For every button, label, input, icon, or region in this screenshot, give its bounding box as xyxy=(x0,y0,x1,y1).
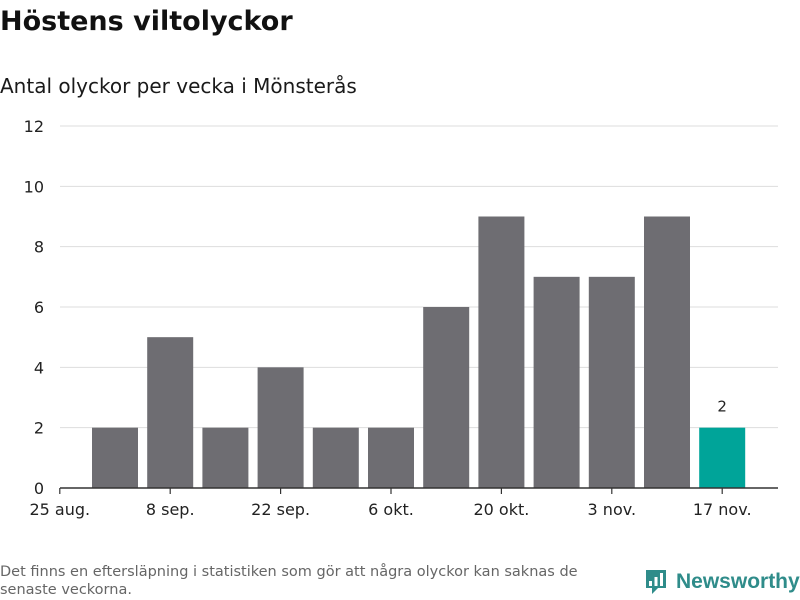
data-label: 2 xyxy=(717,398,727,416)
x-tick-label: 17 nov. xyxy=(693,500,752,519)
x-tick-label: 25 aug. xyxy=(29,500,90,519)
bar xyxy=(423,307,470,488)
bar xyxy=(257,367,304,488)
bar xyxy=(478,216,525,488)
bar xyxy=(202,427,249,488)
x-tick-label: 6 okt. xyxy=(368,500,414,519)
bar xyxy=(92,427,138,488)
brand-name: Newsworthy xyxy=(676,570,800,593)
newsworthy-logo-icon xyxy=(646,570,666,594)
bar xyxy=(312,427,359,488)
bar xyxy=(147,337,194,488)
bar xyxy=(533,276,580,488)
y-tick-label: 6 xyxy=(34,298,44,317)
y-tick-label: 2 xyxy=(34,419,44,438)
x-tick-label: 3 nov. xyxy=(588,500,637,519)
y-tick-label: 0 xyxy=(34,479,44,498)
chart-subtitle: Antal olyckor per vecka i Mönsterås xyxy=(0,74,357,98)
x-tick-label: 20 okt. xyxy=(473,500,529,519)
chart-title: Höstens viltolyckor xyxy=(0,6,293,37)
y-tick-label: 12 xyxy=(24,117,44,136)
y-tick-label: 4 xyxy=(34,358,44,377)
bar-chart: 0 2 4 6 8 10 12 2 25 aug. 8 sep. 22 sep. 6 okt. 20 o… xyxy=(24,117,778,519)
brand: Newsworthy xyxy=(644,568,800,596)
y-tick-label: 8 xyxy=(34,238,44,257)
y-tick-label: 10 xyxy=(24,177,44,196)
bar xyxy=(588,276,635,488)
footnote: Det finns en eftersläpning i statistiken… xyxy=(0,564,578,598)
bar xyxy=(368,427,414,488)
x-tick-label: 8 sep. xyxy=(146,500,195,519)
bar-highlight xyxy=(699,427,746,488)
x-tick-label: 22 sep. xyxy=(251,500,310,519)
bar xyxy=(644,216,690,488)
